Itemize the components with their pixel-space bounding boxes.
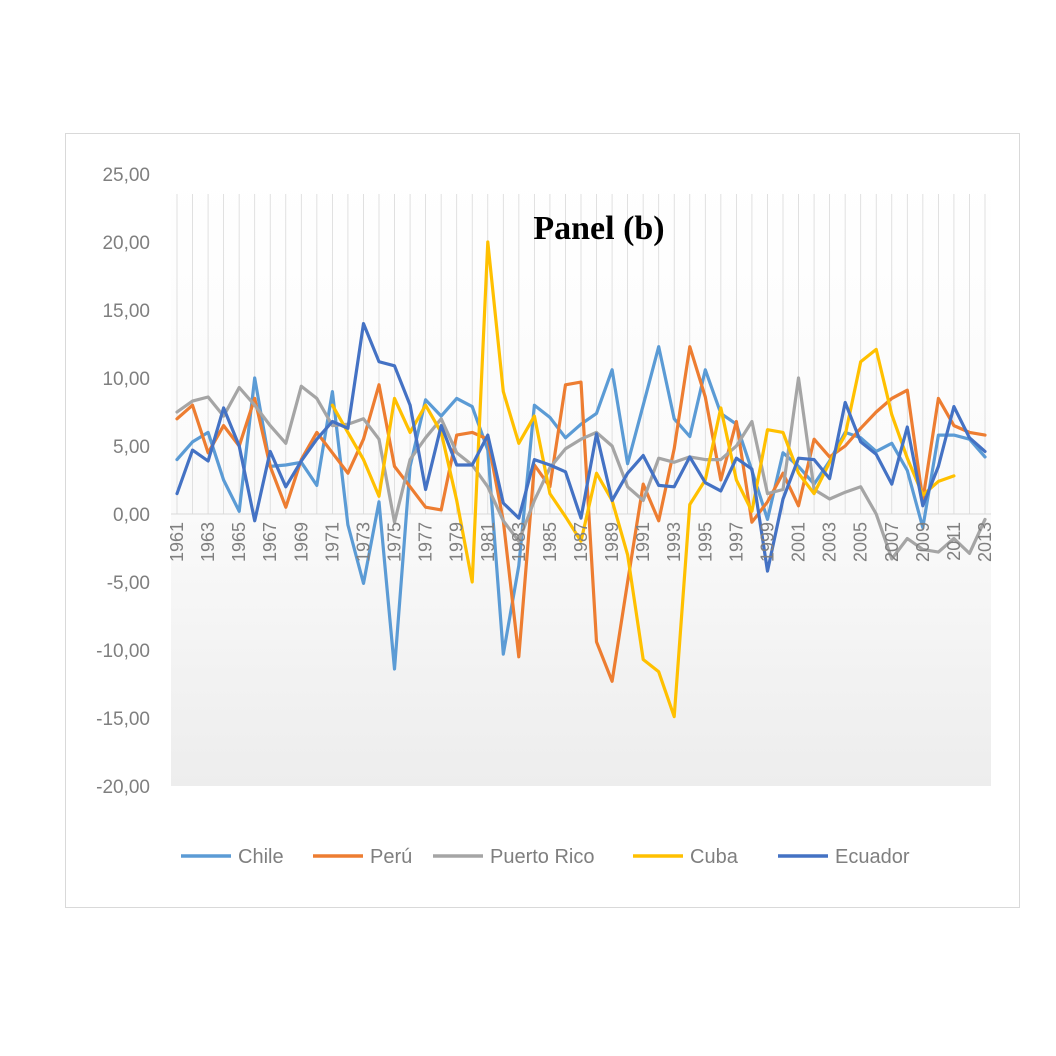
y-tick-label: 0,00	[113, 505, 150, 526]
y-tick-label: 20,00	[102, 233, 150, 254]
series-line-cuba	[330, 240, 956, 719]
y-tick-label: -15,00	[96, 709, 150, 730]
y-tick-label: 5,00	[113, 437, 150, 458]
x-tick-label: 1961	[167, 522, 187, 562]
legend-label-puerto-rico: Puerto Rico	[490, 846, 595, 868]
y-tick-label: -20,00	[96, 777, 150, 798]
x-tick-label: 1991	[633, 522, 653, 562]
x-tick-label: 1995	[695, 522, 715, 562]
y-axis-tick-labels: 25,00 20,00 15,00 10,00 5,00 0,00 -5,00 -10,00 -…	[96, 165, 150, 798]
y-tick-label: 10,00	[102, 369, 150, 390]
x-tick-label: 1987	[571, 522, 591, 562]
legend-label-per: Perú	[370, 846, 412, 868]
x-tick-label: 1997	[726, 522, 746, 562]
x-tick-label: 1975	[385, 522, 405, 562]
x-axis-tick-labels: 1961 1963 1965 1967 1969 1971 1973 1975 1977 1979…	[167, 522, 995, 562]
x-tick-label: 1979	[447, 522, 467, 562]
chart-frame: 25,00 20,00 15,00 10,00 5,00 0,00 -5,00 -10,00 -…	[65, 133, 1020, 908]
x-tick-label: 2005	[851, 522, 871, 562]
x-tick-label: 1965	[229, 522, 249, 562]
legend-label-chile: Chile	[238, 846, 284, 868]
legend-label-ecuador: Ecuador	[835, 846, 910, 868]
x-tick-label: 1985	[540, 522, 560, 562]
x-tick-label: 1967	[260, 522, 280, 562]
x-tick-label: 2011	[944, 522, 964, 561]
series-line-ecuador	[175, 322, 987, 573]
x-tick-label: 1969	[291, 522, 311, 562]
y-tick-label: 15,00	[102, 301, 150, 322]
x-tick-label: 1993	[664, 522, 684, 562]
series-line-per	[175, 345, 987, 683]
series-line-chile	[175, 345, 987, 671]
x-tick-label: 1977	[416, 522, 436, 562]
y-tick-label: -10,00	[96, 641, 150, 662]
legend-label-cuba: Cuba	[690, 846, 739, 868]
x-tick-label: 2007	[882, 522, 902, 562]
legend: Chile Perú Puerto Rico Cuba Ecuador	[181, 846, 910, 868]
x-tick-label: 1981	[478, 522, 498, 562]
x-tick-label: 2003	[820, 522, 840, 562]
chart-title: Panel (b)	[533, 210, 664, 247]
x-tick-label: 2013	[975, 522, 995, 562]
x-tick-label: 1983	[509, 522, 529, 562]
x-tick-label: 1963	[198, 522, 218, 562]
series-line-puerto-rico	[175, 376, 987, 561]
series-lines	[175, 240, 987, 719]
x-tick-label: 1971	[322, 522, 342, 562]
x-tick-label: 2001	[789, 522, 809, 562]
x-tick-label: 1989	[602, 522, 622, 562]
y-tick-label: 25,00	[102, 165, 150, 186]
x-tick-label: 2009	[913, 522, 933, 562]
y-tick-label: -5,00	[107, 573, 150, 594]
line-chart: 25,00 20,00 15,00 10,00 5,00 0,00 -5,00 -10,00 -…	[96, 165, 995, 868]
x-tick-label: 1999	[757, 522, 777, 562]
x-tick-label: 1973	[353, 522, 373, 562]
